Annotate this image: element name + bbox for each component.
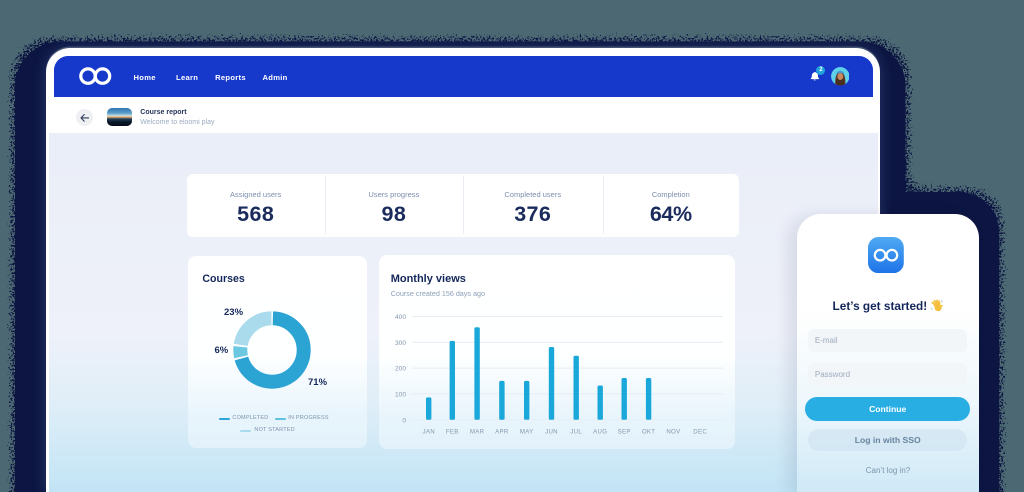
svg-text:FEB: FEB [446, 429, 459, 436]
svg-text:200: 200 [395, 366, 406, 373]
svg-text:MAR: MAR [470, 429, 485, 436]
svg-text:JAN: JAN [422, 429, 434, 436]
svg-text:JUL: JUL [570, 429, 582, 436]
svg-text:NOV: NOV [666, 429, 681, 436]
svg-text:100: 100 [395, 391, 406, 398]
svg-text:APR: APR [495, 429, 509, 436]
svg-text:0: 0 [402, 417, 406, 424]
svg-text:AUG: AUG [593, 429, 607, 436]
svg-text:DEC: DEC [693, 429, 707, 436]
svg-text:300: 300 [395, 340, 406, 347]
svg-text:OKT: OKT [642, 429, 655, 436]
svg-text:400: 400 [395, 314, 406, 321]
svg-text:MAY: MAY [520, 429, 534, 436]
svg-text:JUN: JUN [545, 429, 558, 436]
svg-text:SEP: SEP [618, 429, 631, 436]
